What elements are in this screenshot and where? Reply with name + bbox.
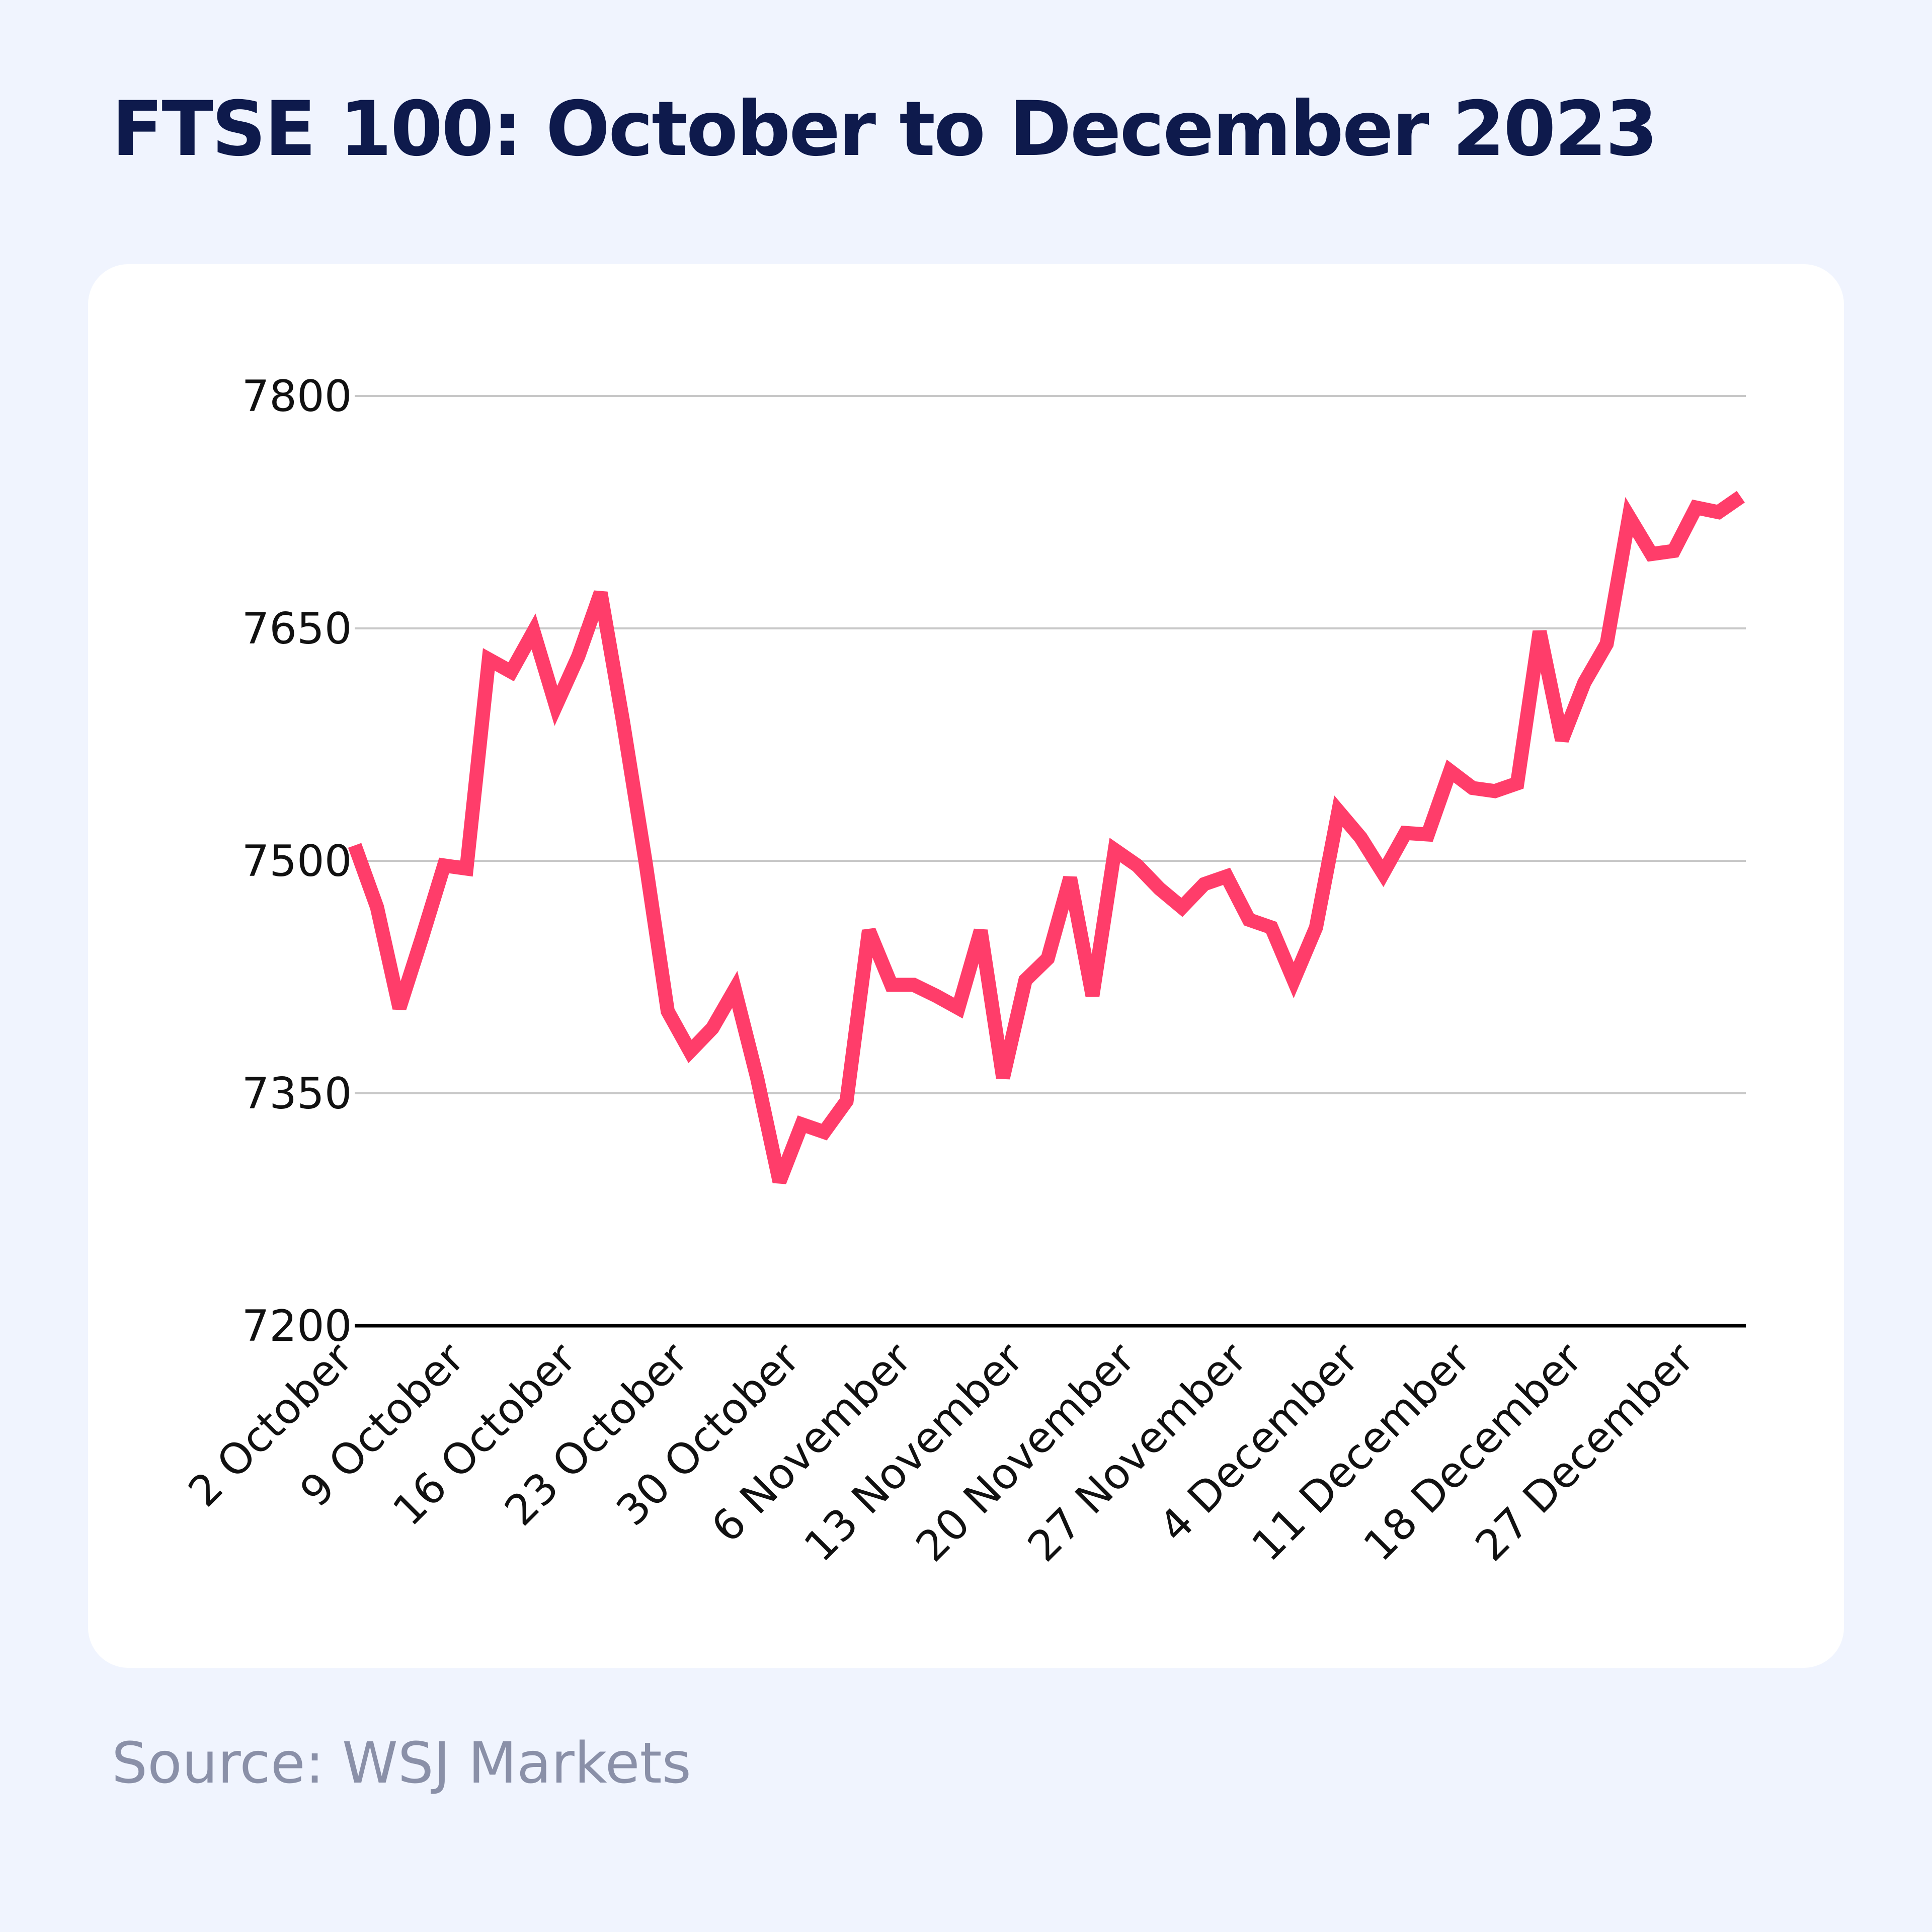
series-line [348,491,1745,1184]
chart-title: FTSE 100: October to December 2023 [112,86,1658,173]
y-tick-label: 7350 [242,1069,352,1119]
y-tick-label: 7800 [242,371,352,422]
y-tick-label: 7500 [242,836,352,887]
y-tick-label: 7650 [242,604,352,654]
chart-card: 7800 7650 7500 7350 7200 2 October 9 October 16… [88,264,1844,1668]
y-tick-label: 7200 [242,1301,352,1351]
source-note: Source: WSJ Markets [112,1731,691,1796]
